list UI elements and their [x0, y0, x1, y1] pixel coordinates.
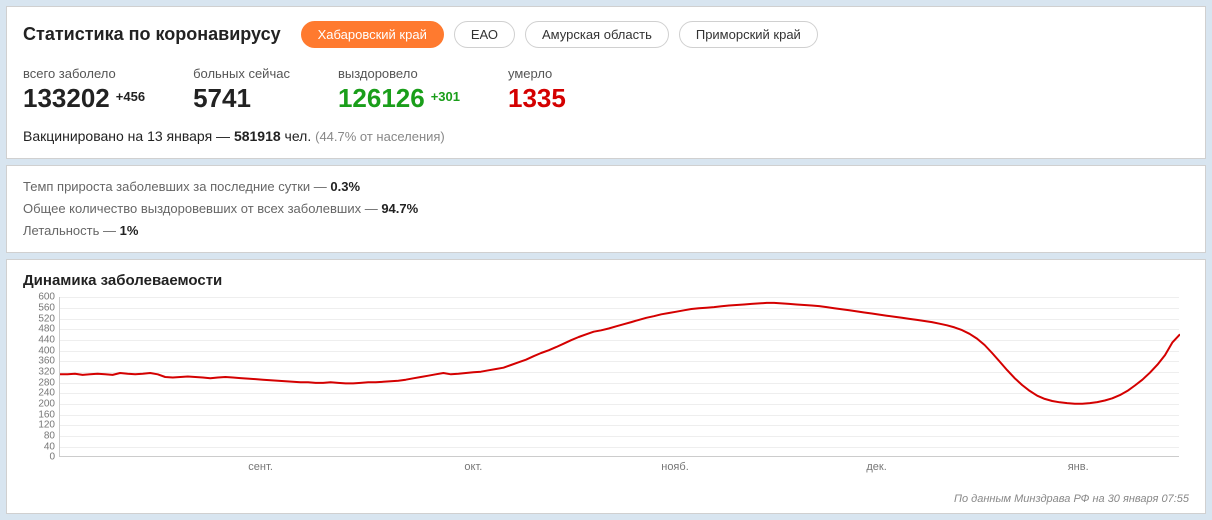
chart-line: [60, 297, 1180, 457]
stats-panel: Статистика по коронавирусу Хабаровский к…: [6, 6, 1206, 159]
tab-khabarovsk[interactable]: Хабаровский край: [301, 21, 444, 48]
rates-panel: Темп прироста заболевших за последние су…: [6, 165, 1206, 253]
chart-x-label: окт.: [464, 461, 482, 473]
chart-x-label: нояб.: [661, 461, 689, 473]
chart-x-label: сент.: [248, 461, 273, 473]
chart-source: По данным Минздрава РФ на 30 января 07:5…: [23, 493, 1189, 505]
stat-active-value: 5741: [193, 83, 290, 114]
chart-y-tick: 520: [23, 313, 55, 324]
header-row: Статистика по коронавирусу Хабаровский к…: [23, 21, 1189, 48]
chart-x-label: дек.: [866, 461, 886, 473]
chart-title: Динамика заболеваемости: [23, 272, 1189, 289]
stats-row: всего заболело 133202 +456 больных сейча…: [23, 66, 1189, 114]
chart-y-tick: 360: [23, 356, 55, 367]
chart-y-tick: 480: [23, 324, 55, 335]
stat-total-delta: +456: [116, 89, 145, 104]
chart-y-tick: 40: [23, 441, 55, 452]
tab-primorsk[interactable]: Приморский край: [679, 21, 818, 48]
stat-active: больных сейчас 5741: [193, 66, 290, 114]
chart-y-tick: 600: [23, 292, 55, 303]
chart-y-tick: 80: [23, 430, 55, 441]
chart-y-axis: 0408012016020024028032036040044048052056…: [23, 297, 57, 457]
chart-y-tick: 200: [23, 398, 55, 409]
chart-y-tick: 160: [23, 409, 55, 420]
chart-y-tick: 440: [23, 334, 55, 345]
stat-deaths: умерло 1335: [508, 66, 566, 114]
stat-deaths-label: умерло: [508, 66, 566, 81]
rate-lethality: Летальность — 1%: [23, 220, 1189, 242]
chart-y-tick: 240: [23, 388, 55, 399]
chart-y-tick: 320: [23, 366, 55, 377]
chart-panel: Динамика заболеваемости 0408012016020024…: [6, 259, 1206, 514]
chart-area: 0408012016020024028032036040044048052056…: [23, 297, 1183, 487]
stat-recovered-value: 126126 +301: [338, 83, 460, 114]
chart-y-tick: 560: [23, 302, 55, 313]
rate-recovered: Общее количество выздоровевших от всех з…: [23, 198, 1189, 220]
tab-eao[interactable]: ЕАО: [454, 21, 515, 48]
rate-growth: Темп прироста заболевших за последние су…: [23, 176, 1189, 198]
chart-y-tick: 280: [23, 377, 55, 388]
stat-total-value: 133202 +456: [23, 83, 145, 114]
tab-amur[interactable]: Амурская область: [525, 21, 669, 48]
stat-total-label: всего заболело: [23, 66, 145, 81]
chart-y-tick: 0: [23, 452, 55, 463]
stat-recovered-label: выздоровело: [338, 66, 460, 81]
chart-y-tick: 120: [23, 420, 55, 431]
page-title: Статистика по коронавирусу: [23, 24, 281, 45]
stat-total: всего заболело 133202 +456: [23, 66, 145, 114]
stat-recovered: выздоровело 126126 +301: [338, 66, 460, 114]
chart-plot: [59, 297, 1179, 457]
stat-active-label: больных сейчас: [193, 66, 290, 81]
stat-recovered-delta: +301: [431, 89, 460, 104]
vaccination-line: Вакцинировано на 13 января — 581918 чел.…: [23, 128, 1189, 144]
chart-y-tick: 400: [23, 345, 55, 356]
stat-deaths-value: 1335: [508, 83, 566, 114]
chart-x-axis: сент. окт. нояб. дек. янв.: [59, 461, 1179, 481]
chart-x-label: янв.: [1068, 461, 1089, 473]
